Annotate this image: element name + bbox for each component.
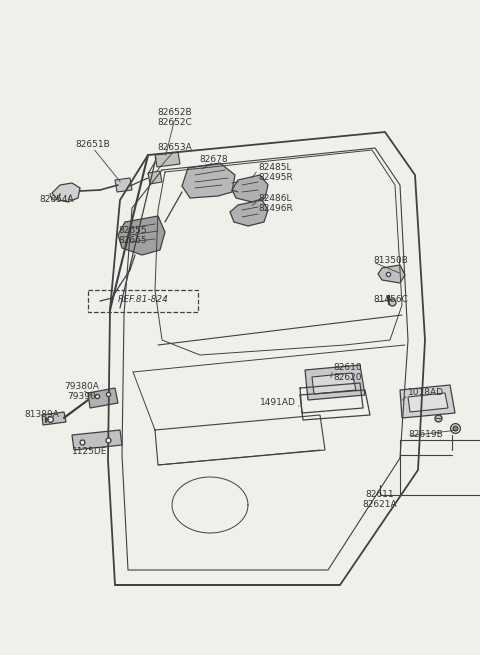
Text: 82655
82665: 82655 82665 <box>119 226 147 246</box>
Text: 1491AD: 1491AD <box>260 398 296 407</box>
Text: 81389A: 81389A <box>24 410 60 419</box>
Text: 82654A: 82654A <box>40 195 74 204</box>
Text: 1125DE: 1125DE <box>72 447 108 456</box>
Polygon shape <box>312 373 356 394</box>
Polygon shape <box>400 385 455 418</box>
Polygon shape <box>182 163 235 198</box>
Text: 82651B: 82651B <box>76 140 110 149</box>
Polygon shape <box>52 183 80 202</box>
Text: 82678: 82678 <box>200 155 228 164</box>
Text: 82652B
82652C: 82652B 82652C <box>157 108 192 128</box>
Polygon shape <box>115 178 132 192</box>
Text: REF.81-824: REF.81-824 <box>118 295 168 304</box>
Text: 81350B: 81350B <box>373 256 408 265</box>
Text: 82610
82620: 82610 82620 <box>333 363 361 383</box>
Polygon shape <box>408 393 448 412</box>
Text: 79380A
79390: 79380A 79390 <box>65 382 99 402</box>
Polygon shape <box>42 412 66 425</box>
Text: 81456C: 81456C <box>373 295 408 304</box>
Polygon shape <box>88 388 118 408</box>
Polygon shape <box>230 200 268 226</box>
Polygon shape <box>148 171 162 184</box>
Polygon shape <box>378 265 405 283</box>
Text: 82485L
82495R: 82485L 82495R <box>258 163 293 182</box>
Bar <box>400 440 480 495</box>
Text: 1018AD: 1018AD <box>408 388 444 397</box>
Text: 82653A: 82653A <box>157 143 192 152</box>
Text: 82486L
82496R: 82486L 82496R <box>258 194 293 214</box>
Text: 82619B: 82619B <box>408 430 443 439</box>
Polygon shape <box>155 152 180 167</box>
Polygon shape <box>305 365 365 400</box>
Polygon shape <box>118 216 165 255</box>
Text: 82611
82621A: 82611 82621A <box>363 490 397 510</box>
Polygon shape <box>72 430 122 450</box>
Polygon shape <box>232 175 268 202</box>
